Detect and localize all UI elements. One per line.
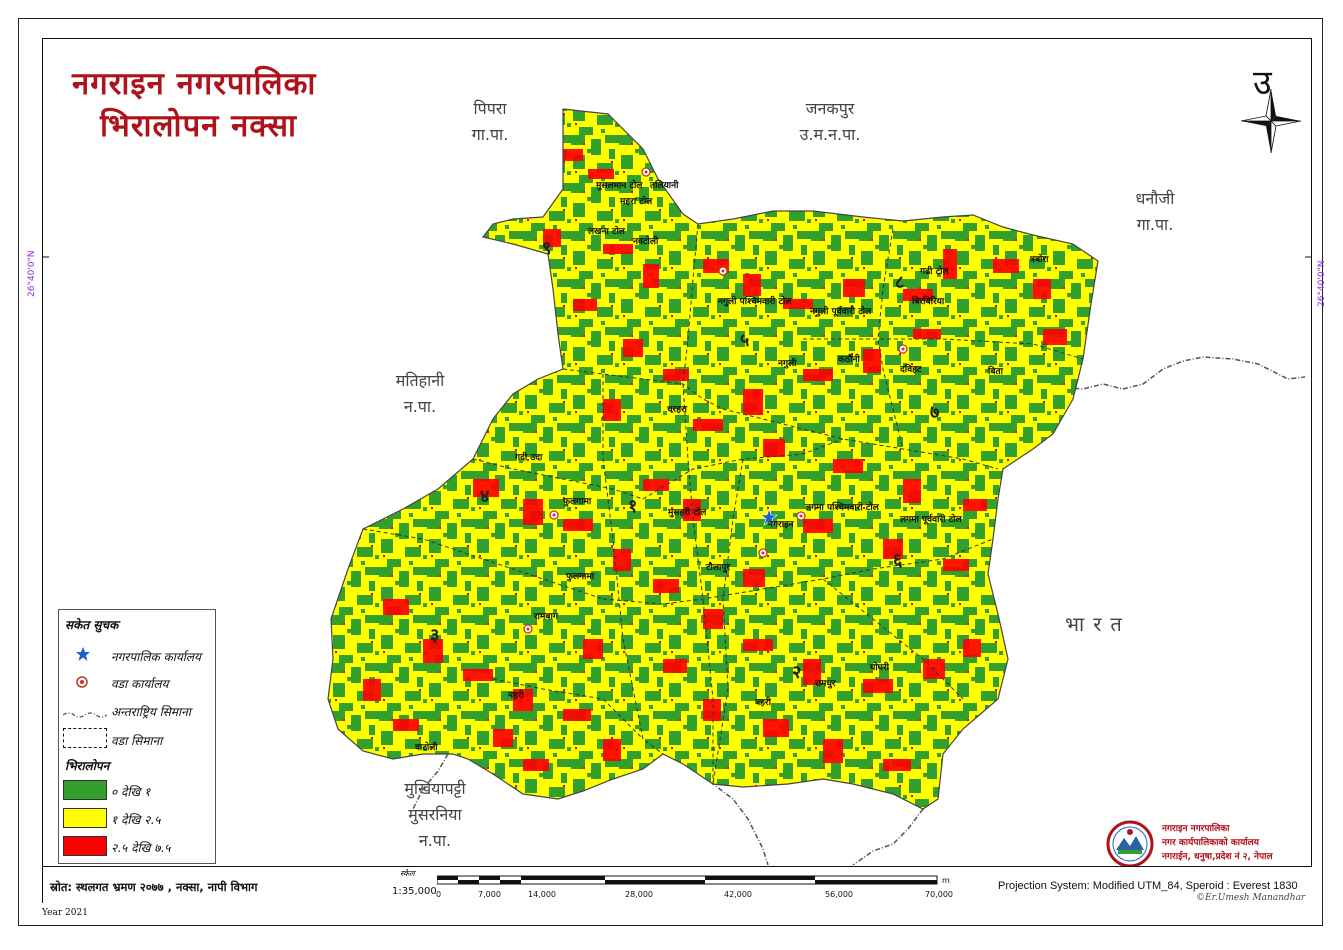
scale-unit: m	[942, 876, 950, 885]
ward-boundaries	[362, 223, 1084, 785]
neighbor-dhanauji: धनौजी गा.पा.	[1135, 189, 1175, 234]
north-label: उ	[1253, 63, 1272, 103]
place-label: धरहरा	[667, 405, 688, 415]
place-label: महरा टोल	[620, 197, 653, 207]
ward-office-icon	[74, 674, 90, 690]
legend-label-municipal-office: नगरपालिक कार्यालय	[111, 650, 202, 664]
ward-number-4: ४	[480, 486, 490, 507]
ward-boundary-icon	[63, 728, 107, 748]
place-label: फुलगामा	[566, 572, 595, 582]
place-label: तलियानी	[650, 181, 679, 191]
municipality-logo	[1104, 820, 1156, 868]
star-icon	[73, 646, 93, 666]
place-label: रामबाग	[534, 612, 558, 622]
scale-tick-28000: 28,000	[625, 890, 653, 899]
place-label: गढी टोल	[920, 267, 949, 277]
place-label: नवटोली	[633, 237, 659, 247]
international-boundary-icon	[62, 704, 108, 718]
country-label-india: भारत	[1065, 612, 1131, 636]
scale-tick-0: 0	[436, 890, 442, 899]
swatch-yellow	[63, 808, 107, 828]
municipal-office-star	[760, 508, 778, 526]
municipality-name: नगराइन नगरपालिका	[1162, 824, 1230, 834]
scale-bar	[437, 875, 938, 885]
place-label: गदी उदा	[515, 453, 543, 463]
place-label: लखना टोल	[588, 227, 625, 237]
place-label: फुलगामा	[563, 497, 592, 507]
outer-frame	[18, 18, 1323, 926]
place-label: नगुली पश्चिमवारी टोल	[718, 297, 792, 307]
place-label: मुसलमान टोल	[596, 181, 643, 191]
neighbor-janakpur: जनकपुर उ.म.न.पा.	[799, 99, 861, 144]
legend: सकेत सुचक नगरपालिक कार्यालय वडा कार्यालय…	[58, 609, 216, 864]
international-boundary-south	[700, 763, 769, 865]
swatch-green	[63, 780, 107, 800]
year-label: Year 2021	[42, 908, 88, 918]
swatch-red	[63, 836, 107, 856]
place-label: लगमा पश्चिमवारी टोल	[805, 503, 879, 513]
ward-number-8: ८	[895, 272, 905, 293]
right-latitude-label: 26°40'0"N	[1317, 260, 1327, 307]
place-label: रामधुर	[815, 679, 836, 689]
municipality-boundary	[327, 108, 1099, 810]
scale-tick-42000: 42,000	[724, 890, 752, 899]
place-label: नगुली	[778, 359, 797, 369]
source-text: स्रोत: स्थलगत भ्रमण २०७७ , नक्सा, नापी व…	[50, 880, 258, 894]
ward-number-1: १	[628, 496, 638, 517]
municipality-office: नगर कार्यपालिकाको कार्यालय	[1162, 838, 1259, 848]
place-label: मुसहरी टोल	[668, 508, 707, 518]
map-title-line2: भिरालोपन नक्सा	[100, 108, 298, 144]
ward-office-markers	[523, 167, 908, 634]
footer-bar	[43, 866, 1312, 904]
author-credit: ©Er.Umesh Manandhar	[1196, 893, 1306, 903]
map-title-line1: नगराइन नगरपालिका	[72, 66, 317, 102]
place-label: टौलापुर	[706, 563, 731, 573]
projection-text: Projection System: Modified UTM_84, Sper…	[998, 880, 1298, 892]
ward-number-9: ९	[542, 238, 552, 259]
place-label: लगमा पूर्ववारी टोल	[900, 515, 962, 525]
international-boundary-sw	[412, 753, 449, 810]
ward-number-6: ६	[893, 550, 903, 571]
place-label: नगराइन	[768, 520, 794, 530]
slope-map	[43, 88, 1311, 865]
place-label: नगुली पूर्ववारी टोल	[810, 307, 872, 317]
place-label: त्रबोरा	[1030, 255, 1049, 265]
place-label: नहरी	[508, 691, 524, 701]
municipality-address: नगराईन, धनुषा,प्रदेश नं २, नेपाल	[1162, 852, 1273, 862]
slope-class-medium: १ देखि २.५	[111, 813, 161, 827]
international-boundary-south-east	[852, 808, 924, 865]
place-label: दविहट	[900, 365, 922, 375]
place-label: बिता	[988, 367, 1003, 377]
neighbor-mukhiyapatti: मुखियापट्टी मुसरनिया न.पा.	[404, 779, 466, 850]
scale-tick-7000: 7,000	[478, 890, 501, 899]
north-arrow	[1240, 88, 1302, 154]
legend-label-international-boundary: अन्तराष्ट्रिय सिमाना	[111, 705, 191, 719]
place-label: कठौनी	[838, 355, 860, 365]
legend-label-ward-boundary: वडा सिमाना	[111, 734, 163, 748]
neighbor-matihani: मतिहानी न.पा.	[395, 371, 445, 416]
ward-number-3: ३	[430, 625, 440, 646]
ward-number-5: ५	[740, 330, 750, 351]
scale-label: स्केल	[400, 869, 415, 878]
scale-tick-56000: 56,000	[825, 890, 853, 899]
ward-number-7: ७	[930, 402, 940, 423]
neighbor-pipara: पिपरा गा.पा.	[471, 99, 509, 144]
slope-heading: भिरालोपन	[65, 759, 110, 773]
ward-number-2: २	[792, 662, 802, 683]
legend-label-ward-office: वडा कार्यालय	[111, 677, 169, 691]
place-label: घोघरी	[870, 663, 889, 673]
slope-class-high: २.५ देखि ७.५	[111, 841, 171, 855]
place-label: वाटोली	[415, 743, 438, 753]
slope-raster	[328, 109, 1098, 809]
place-label: बिरबिरिया	[912, 297, 945, 307]
scale-tick-70000: 70,000	[925, 890, 953, 899]
scale-tick-14000: 14,000	[528, 890, 556, 899]
slope-class-low: ० देखि १	[111, 785, 151, 799]
left-latitude-label: 26°40'0"N	[27, 250, 37, 297]
place-label: बहरी	[755, 698, 771, 708]
scale-ratio: 1:35,000	[392, 886, 437, 897]
legend-heading: सकेत सुचक	[65, 618, 119, 632]
